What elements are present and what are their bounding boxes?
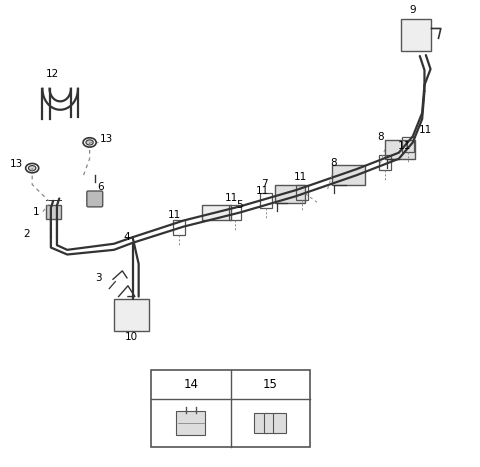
Ellipse shape	[83, 138, 96, 147]
Text: 14: 14	[183, 378, 198, 391]
Text: 11: 11	[419, 125, 432, 135]
Text: 1: 1	[33, 206, 39, 217]
Text: 3: 3	[96, 273, 102, 283]
Bar	[151, 370, 310, 447]
Text: 12: 12	[46, 69, 59, 79]
Text: 8: 8	[330, 157, 336, 168]
Bar	[202, 205, 231, 220]
Text: 11: 11	[255, 186, 269, 197]
Bar	[332, 165, 365, 185]
Text: 9: 9	[409, 5, 416, 15]
Bar	[275, 185, 305, 203]
FancyBboxPatch shape	[273, 413, 286, 433]
Text: 6: 6	[97, 182, 104, 192]
Text: 11: 11	[398, 141, 411, 151]
Text: 11: 11	[168, 210, 181, 220]
Bar	[46, 205, 61, 219]
Bar	[229, 205, 241, 220]
Text: 15: 15	[263, 378, 278, 391]
Bar	[401, 19, 432, 51]
FancyBboxPatch shape	[254, 413, 267, 433]
FancyBboxPatch shape	[264, 413, 277, 433]
Bar	[173, 220, 185, 235]
Ellipse shape	[28, 166, 36, 170]
Text: 13: 13	[10, 159, 24, 170]
Text: 5: 5	[236, 200, 242, 211]
Ellipse shape	[25, 163, 39, 173]
Text: 8: 8	[378, 132, 384, 142]
Text: 2: 2	[23, 229, 30, 240]
Bar	[385, 140, 415, 159]
Bar	[114, 299, 149, 331]
Text: 11: 11	[225, 193, 238, 204]
Text: 11: 11	[294, 171, 307, 182]
Bar	[296, 185, 308, 200]
FancyBboxPatch shape	[177, 411, 205, 435]
Text: 10: 10	[125, 332, 138, 342]
Text: 7: 7	[261, 179, 267, 189]
FancyBboxPatch shape	[87, 191, 103, 207]
Bar	[402, 137, 414, 152]
Text: 4: 4	[124, 232, 130, 242]
Bar	[260, 193, 272, 208]
Ellipse shape	[86, 140, 94, 145]
Text: 13: 13	[100, 134, 114, 144]
Bar	[379, 155, 391, 170]
